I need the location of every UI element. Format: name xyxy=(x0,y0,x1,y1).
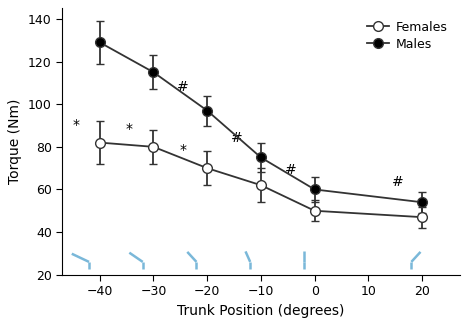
Text: #: # xyxy=(177,80,189,94)
Y-axis label: Torque (Nm): Torque (Nm) xyxy=(8,99,22,184)
Text: #: # xyxy=(392,175,404,189)
X-axis label: Trunk Position (degrees): Trunk Position (degrees) xyxy=(177,304,344,318)
Legend: Females, Males: Females, Males xyxy=(360,15,453,57)
Text: *: * xyxy=(126,122,133,136)
Text: *: * xyxy=(180,143,187,157)
Text: #: # xyxy=(285,163,296,177)
Text: #: # xyxy=(231,131,242,145)
Text: *: * xyxy=(72,118,79,132)
